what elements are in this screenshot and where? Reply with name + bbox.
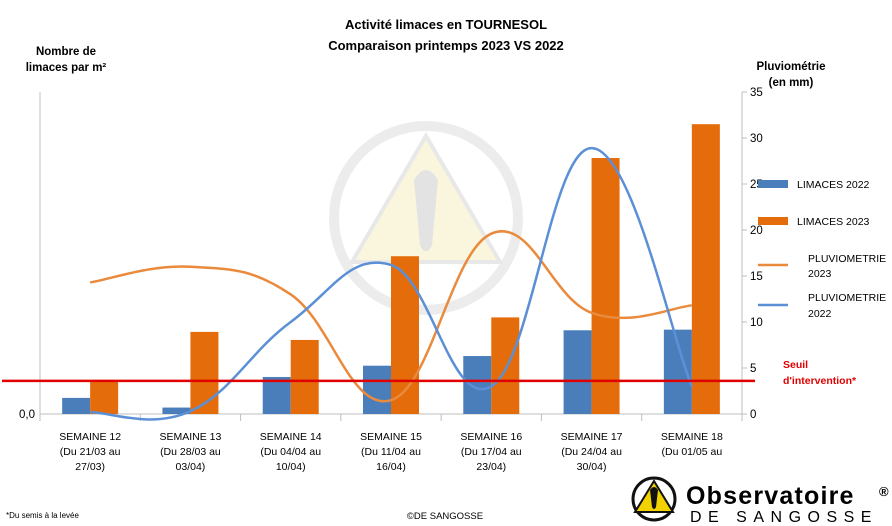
bar-limaces-2022 <box>363 365 391 414</box>
right-tick-label: 10 <box>750 317 763 329</box>
legend-label-pluvio-2022: PLUVIOMETRIE <box>808 292 886 304</box>
bar-limaces-2022 <box>463 356 492 414</box>
legend-swatch-limaces-2022 <box>758 180 788 188</box>
bar-limaces-2023 <box>190 331 219 414</box>
category-label: (Du 28/03 au <box>160 446 221 458</box>
line-pluviometrie-2023 <box>89 230 692 403</box>
category-label: (Du 01/05 au <box>661 446 722 458</box>
chart-subtitle: Comparaison printemps 2023 VS 2022 <box>328 38 564 53</box>
right-tick-label: 20 <box>750 225 763 237</box>
bar-limaces-2023 <box>491 317 520 414</box>
category-label: 10/04) <box>276 461 306 473</box>
bar-limaces-2022 <box>62 397 91 414</box>
chart-title: Activité limaces en TOURNESOL <box>345 17 547 32</box>
category-label: (Du 24/04 au <box>561 446 622 458</box>
category-label: 30/04) <box>577 461 607 473</box>
category-label: SEMAINE 15 <box>360 431 422 443</box>
right-tick-label: 30 <box>750 133 763 145</box>
category-label: (Du 17/04 au <box>461 446 522 458</box>
logo-text-line2: DE SANGOSSE <box>690 509 878 526</box>
category-label: SEMAINE 16 <box>460 431 522 443</box>
left-axis-title-line2: limaces par m² <box>26 62 107 74</box>
bar-limaces-2023 <box>391 256 419 414</box>
legend-label-pluvio-2023: PLUVIOMETRIE <box>808 253 886 265</box>
bar-limaces-2023 <box>290 339 319 414</box>
right-axis-title-line1: Pluviométrie <box>756 61 825 73</box>
category-label: 23/04) <box>476 461 506 473</box>
category-label: SEMAINE 12 <box>59 431 121 443</box>
bar-limaces-2022 <box>262 376 291 414</box>
logo-registered-mark: ® <box>879 484 889 499</box>
right-tick-label: 35 <box>750 87 763 99</box>
bar-limaces-2023 <box>691 124 720 414</box>
right-tick-label: 15 <box>750 271 763 283</box>
legend-label-limaces-2022: LIMACES 2022 <box>797 179 870 191</box>
footnote: *Du semis à la levée <box>6 511 79 520</box>
legend-label-limaces-2023: LIMACES 2023 <box>797 216 870 228</box>
bar-limaces-2023 <box>90 380 119 414</box>
bar-limaces-2023 <box>591 158 620 414</box>
category-label: SEMAINE 18 <box>661 431 723 443</box>
category-label: SEMAINE 17 <box>561 431 623 443</box>
legend-label-pluvio-2023-year: 2023 <box>808 268 832 280</box>
right-tick-label: 0 <box>750 409 756 421</box>
left-tick-label: 0,0 <box>19 409 35 421</box>
legend: LIMACES 2022 LIMACES 2023 PLUVIOMETRIE 2… <box>758 179 886 320</box>
category-label: 16/04) <box>376 461 406 473</box>
observatoire-logo: Observatoire ® DE SANGOSSE <box>631 476 889 526</box>
bar-limaces-2022 <box>563 330 592 414</box>
category-label: 27/03) <box>75 461 105 473</box>
category-label: SEMAINE 13 <box>159 431 221 443</box>
left-axis-title-line1: Nombre de <box>36 46 96 58</box>
category-label: (Du 04/04 au <box>260 446 321 458</box>
line-pluviometrie-2022 <box>90 146 694 421</box>
category-label: (Du 11/04 au <box>361 446 421 458</box>
threshold-label-line1: Seuil <box>783 359 808 371</box>
category-label: SEMAINE 14 <box>260 431 322 443</box>
category-label: (Du 21/03 au <box>60 446 121 458</box>
watermark-logo <box>329 121 523 315</box>
legend-swatch-limaces-2023 <box>758 217 788 225</box>
right-axis-title-line2: (en mm) <box>769 77 814 89</box>
logo-text-line1: Observatoire <box>686 482 855 510</box>
category-label: 03/04) <box>176 461 206 473</box>
threshold-label-line2: d'intervention* <box>783 375 857 387</box>
legend-label-pluvio-2022-year: 2022 <box>808 308 832 320</box>
copyright: ©DE SANGOSSE <box>407 511 483 522</box>
bar-limaces-2022 <box>162 407 191 414</box>
right-tick-label: 5 <box>750 363 756 375</box>
